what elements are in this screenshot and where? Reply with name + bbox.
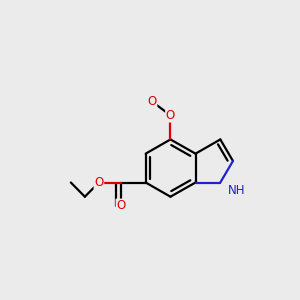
Text: O: O	[94, 176, 104, 189]
Text: NH: NH	[228, 184, 246, 197]
Text: O: O	[166, 109, 175, 122]
Text: O: O	[116, 199, 125, 212]
Text: O: O	[147, 95, 157, 108]
